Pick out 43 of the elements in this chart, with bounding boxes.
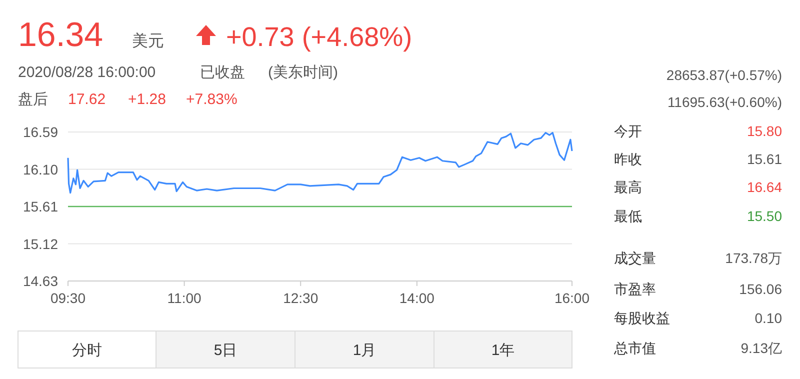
text: 0.10 — [754, 310, 782, 326]
text: 9.13亿 — [740, 340, 782, 356]
y-tick-label: 16.59 — [22, 124, 58, 140]
y-tick-label: 15.12 — [22, 236, 58, 252]
text: 17.62 — [68, 91, 106, 108]
text: +7.83% — [186, 91, 238, 108]
text: 每股收益 — [614, 310, 670, 326]
text: 分时 — [72, 342, 102, 359]
text: 28653.87(+0.57%) — [666, 67, 782, 83]
text: 成交量 — [614, 250, 656, 266]
text: 昨收 — [614, 151, 642, 167]
y-tick-label: 15.61 — [22, 198, 58, 214]
text: (美东时间) — [268, 64, 338, 81]
text: +0.73 (+4.68%) — [226, 22, 412, 52]
text: 15.61 — [746, 151, 782, 167]
text: 总市值 — [613, 340, 656, 356]
x-tick-label: 09:30 — [50, 290, 86, 306]
text: 1年 — [491, 342, 515, 359]
text: 已收盘 — [200, 64, 245, 81]
text: 1月 — [352, 342, 376, 359]
text: 最高 — [614, 179, 642, 195]
text: 盘后 — [18, 91, 48, 108]
text: 美元 — [132, 32, 164, 50]
text: 市盈率 — [614, 281, 656, 297]
line-series — [67, 132, 573, 194]
x-tick-label: 12:30 — [283, 290, 318, 306]
text: 2020/08/28 16:00:00 — [18, 64, 156, 81]
text: 16.34 — [18, 16, 104, 54]
text: 11695.63(+0.60%) — [667, 94, 782, 110]
y-tick-label: 16.10 — [22, 161, 58, 178]
text: 15.80 — [746, 123, 782, 139]
text: 16.64 — [746, 179, 782, 195]
x-tick-label: 16:00 — [554, 290, 590, 306]
text: +1.28 — [128, 91, 166, 108]
x-tick-label: 11:00 — [167, 290, 202, 306]
text: 最低 — [614, 208, 642, 224]
x-tick-label: 14:00 — [399, 290, 435, 306]
text: 5日 — [214, 342, 238, 359]
text: 15.50 — [746, 208, 782, 224]
text: 今开 — [614, 123, 642, 139]
text: 173.78万 — [725, 250, 782, 266]
y-tick-label: 14.63 — [22, 273, 58, 289]
text: 156.06 — [739, 281, 782, 297]
